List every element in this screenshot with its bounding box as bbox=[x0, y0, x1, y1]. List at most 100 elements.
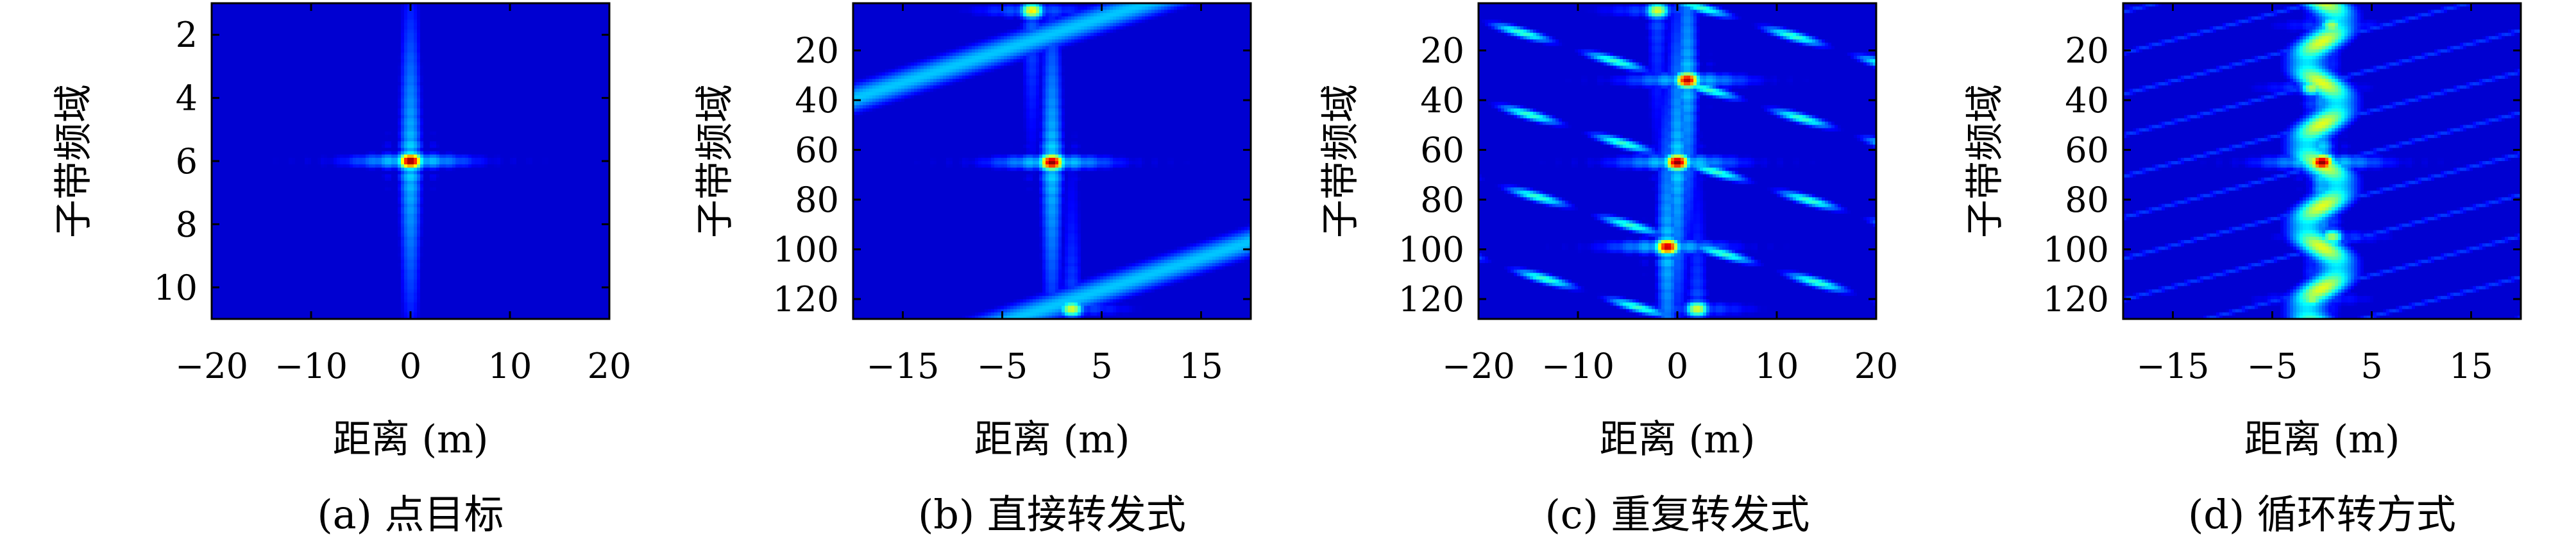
heatmap-cell bbox=[580, 131, 584, 135]
heatmap-cell bbox=[404, 125, 408, 129]
heatmap-cell bbox=[510, 98, 514, 103]
heatmap-cell bbox=[385, 118, 389, 123]
heatmap-cell bbox=[324, 49, 328, 53]
heatmap-cell bbox=[452, 128, 456, 132]
heatmap-cell bbox=[298, 33, 302, 37]
heatmap-cell bbox=[443, 65, 446, 70]
heatmap-cell bbox=[494, 10, 498, 13]
heatmap-cell bbox=[500, 52, 504, 56]
heatmap-cell bbox=[555, 62, 559, 66]
heatmap-cell bbox=[273, 135, 276, 139]
heatmap-cell bbox=[446, 36, 450, 40]
heatmap-cell bbox=[350, 52, 353, 56]
heatmap-cell bbox=[542, 36, 546, 40]
heatmap-cell bbox=[359, 112, 363, 116]
heatmap-cell bbox=[369, 89, 373, 92]
heatmap-cell bbox=[353, 92, 357, 96]
heatmap-cell bbox=[273, 115, 276, 119]
heatmap-cell bbox=[420, 30, 424, 33]
heatmap-cell bbox=[359, 128, 363, 132]
heatmap-cell bbox=[353, 59, 357, 63]
heatmap-cell bbox=[487, 22, 491, 27]
heatmap-cell bbox=[346, 125, 350, 129]
heatmap-cell bbox=[584, 125, 588, 129]
heatmap-cell bbox=[411, 46, 414, 50]
heatmap-cell bbox=[305, 85, 309, 89]
heatmap-cell bbox=[593, 98, 597, 103]
heatmap-cell bbox=[324, 16, 328, 21]
heatmap-cell bbox=[263, 98, 267, 103]
heatmap-cell bbox=[411, 39, 414, 44]
heatmap-cell bbox=[411, 128, 414, 132]
heatmap-cell bbox=[301, 10, 305, 13]
heatmap-cell bbox=[462, 22, 466, 27]
heatmap-cell bbox=[269, 56, 273, 60]
heatmap-cell bbox=[593, 36, 597, 40]
heatmap-cell bbox=[260, 3, 264, 7]
heatmap-cell bbox=[285, 121, 289, 126]
heatmap-cell bbox=[507, 6, 511, 10]
heatmap-cell bbox=[423, 95, 427, 99]
heatmap-cell bbox=[301, 121, 305, 126]
heatmap-cell bbox=[568, 59, 572, 63]
heatmap-cell bbox=[394, 62, 398, 66]
heatmap-cell bbox=[587, 13, 591, 17]
heatmap-cell bbox=[462, 10, 466, 13]
heatmap-cell bbox=[420, 46, 424, 50]
heatmap-cell bbox=[430, 101, 434, 106]
heatmap-cell bbox=[423, 30, 427, 33]
heatmap-cell bbox=[606, 101, 610, 106]
heatmap-cell bbox=[298, 131, 302, 135]
heatmap-cell bbox=[568, 89, 572, 92]
heatmap-cell bbox=[590, 115, 594, 119]
heatmap-cell bbox=[545, 85, 549, 89]
heatmap-cell bbox=[346, 6, 350, 10]
heatmap-cell bbox=[574, 42, 578, 47]
heatmap-cell bbox=[452, 82, 456, 86]
heatmap-cell bbox=[404, 52, 408, 56]
heatmap-cell bbox=[247, 39, 251, 44]
heatmap-cell bbox=[327, 52, 331, 56]
heatmap-cell bbox=[423, 128, 427, 132]
heatmap-cell bbox=[350, 125, 353, 129]
heatmap-cell bbox=[443, 49, 446, 53]
heatmap-cell bbox=[523, 115, 527, 119]
heatmap-cell bbox=[433, 128, 437, 132]
heatmap-cell bbox=[308, 69, 312, 73]
heatmap-cell bbox=[516, 89, 520, 92]
heatmap-cell bbox=[221, 95, 225, 99]
heatmap-cell bbox=[471, 108, 475, 112]
heatmap-cell bbox=[353, 105, 357, 109]
heatmap-cell bbox=[561, 98, 565, 103]
heatmap-cell bbox=[475, 39, 479, 44]
heatmap-cell bbox=[305, 22, 309, 27]
heatmap-cell bbox=[459, 65, 462, 70]
heatmap-cell bbox=[257, 52, 260, 56]
heatmap-cell bbox=[561, 95, 565, 99]
heatmap-cell bbox=[552, 62, 555, 66]
heatmap-cell bbox=[542, 39, 546, 44]
heatmap-cell bbox=[308, 13, 312, 17]
heatmap-cell bbox=[532, 125, 536, 129]
heatmap-cell bbox=[471, 10, 475, 13]
heatmap-cell bbox=[366, 125, 369, 129]
heatmap-cell bbox=[298, 108, 302, 112]
heatmap-cell bbox=[404, 105, 408, 109]
heatmap-cell bbox=[542, 6, 546, 10]
heatmap-cell bbox=[279, 125, 283, 129]
heatmap-cell bbox=[234, 112, 238, 116]
heatmap-cell bbox=[334, 56, 337, 60]
heatmap-cell bbox=[385, 121, 389, 126]
heatmap-cell bbox=[478, 26, 482, 30]
heatmap-cell bbox=[343, 125, 347, 129]
heatmap-cell bbox=[584, 6, 588, 10]
heatmap-cell bbox=[301, 26, 305, 30]
heatmap-cell bbox=[378, 33, 382, 37]
heatmap-cell bbox=[330, 115, 334, 119]
heatmap-cell bbox=[548, 26, 552, 30]
heatmap-cell bbox=[378, 22, 382, 27]
heatmap-cell bbox=[250, 30, 254, 33]
heatmap-cell bbox=[561, 82, 565, 86]
heatmap-cell bbox=[436, 6, 440, 10]
heatmap-cell bbox=[455, 16, 459, 21]
